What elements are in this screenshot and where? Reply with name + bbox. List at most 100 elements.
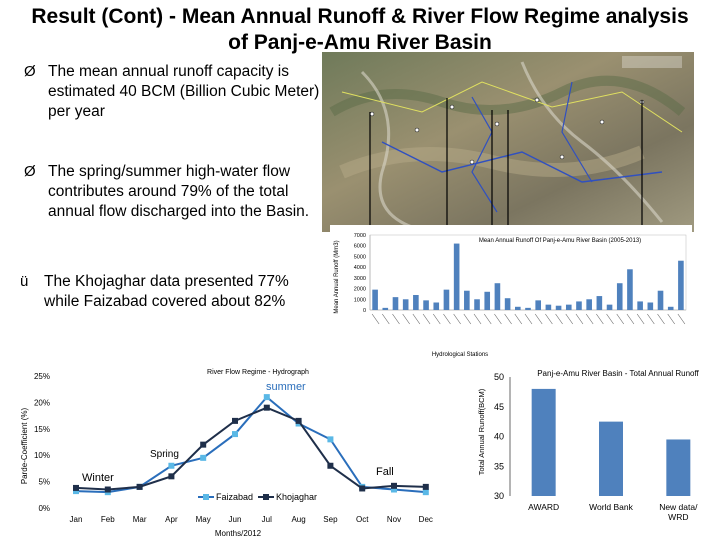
hydro-point-faizabad [327,436,334,443]
hydro-point-khojaghar [327,462,334,469]
station-label-stub [402,313,410,325]
hydro-y-tick: 15% [34,425,50,434]
station-bar [525,307,531,310]
runoff-y-tick: 45 [494,402,504,412]
total-runoff-chart: Panj-e-Amu River Basin - Total Annual Ru… [477,369,700,522]
hydro-point-khojaghar [391,482,397,489]
hydro-point-khojaghar [359,485,366,492]
runoff-bar [531,388,556,496]
station-label-stub [657,313,665,325]
station-y-tick: 5000 [354,254,366,260]
runoff-chart-ylabel: Total Annual Runoff(BCM) [477,388,486,475]
hydro-x-tick: Feb [101,515,115,524]
station-y-tick: 2000 [354,287,366,293]
station-label-stub [494,313,502,325]
bullet-text: The mean annual runoff capacity is estim… [48,63,320,120]
station-bar [586,299,592,310]
station-bar [576,301,582,310]
runoff-bar [666,439,691,496]
station-label-stub [596,313,604,325]
station-bar [545,304,552,310]
station-bar [555,305,562,310]
hydro-point-faizabad [168,462,175,469]
annotation-spring: Spring [150,449,179,460]
station-bar [433,302,440,310]
station-label-stub [483,313,492,325]
runoff-x-tick: New data/ [659,502,698,512]
annotation-fall: Fall [376,466,394,478]
hydro-point-khojaghar [232,417,238,424]
runoff-y-tick: 30 [494,491,504,501]
hydro-point-faizabad [263,394,270,401]
station-label-stub [616,313,624,325]
station-chart-title: Mean Annual Runoff Of Panj-e-Amu River B… [479,238,641,244]
hydro-point-faizabad [200,454,207,461]
station-bar [606,304,613,310]
runoff-y-tick: 40 [494,432,504,442]
hydro-x-tick: Nov [387,515,401,524]
station-label-stub [545,313,553,325]
station-bar [382,307,389,310]
hydro-x-tick: Jun [229,515,242,524]
station-bar [596,296,603,310]
station-label-stub [463,313,472,325]
bullet-runoff-capacity: Ø The mean annual runoff capacity is est… [24,62,334,122]
hydro-point-khojaghar [200,441,207,448]
hydro-line-khojaghar [75,406,426,491]
station-chart-ylabel: Mean Annual Runoff (Mm3) [334,240,340,313]
hydro-point-khojaghar [73,484,79,491]
basin-map-image [322,52,694,232]
hydro-x-tick: Aug [291,515,305,524]
hydro-x-tick: Jan [70,515,83,524]
station-bar [372,289,378,310]
hydro-chart-title: River Flow Regime - Hydrograph [207,369,309,376]
station-bar [667,306,674,310]
bullet-spring-summer: Ø The spring/summer high-water flow cont… [24,162,334,222]
station-y-tick: 0 [363,308,366,314]
hydro-point-khojaghar [422,483,429,490]
station-label-stub [412,313,421,325]
hydro-y-tick: 0% [38,504,50,513]
station-bar [504,298,511,310]
station-bar [535,300,541,310]
station-bar [474,299,480,310]
hydro-x-tick: Dec [419,515,433,524]
hydro-x-tick: Oct [356,515,369,524]
hydro-point-khojaghar [263,404,270,411]
station-label-stub [606,313,614,325]
hydro-point-faizabad [422,489,429,496]
title-line-2: of Panj-e-Amu River Basin [228,31,492,54]
station-label-stub [433,313,441,325]
station-label-stub [677,313,686,325]
station-label-stub [443,313,451,325]
runoff-y-tick: 50 [494,372,504,382]
station-bar [494,283,501,310]
station-label-stub [555,313,563,325]
hydro-x-tick: Mar [133,515,147,524]
station-bar [647,302,654,310]
hydro-point-faizabad [232,431,238,438]
station-bar [484,291,491,310]
bullet-text: The spring/summer high-water flow contri… [48,163,310,220]
hydro-y-tick: 25% [34,372,50,381]
title-line-1: Result (Cont) - Mean Annual Runoff & Riv… [31,5,689,28]
hydro-x-tick: Sep [323,515,338,524]
station-bar [657,290,664,310]
flow-regime-chart: River Flow Regime - Hydrograph Parde-Coe… [20,369,433,538]
runoff-x-tick: World Bank [589,502,634,512]
station-bar [565,304,572,310]
station-label-stub [667,313,675,325]
hydro-point-faizabad [73,488,79,495]
station-label-stub [514,313,523,325]
hydro-point-khojaghar [136,483,143,490]
hydro-chart-ylabel: Parde-Coefficient (%) [20,408,29,485]
station-runoff-chart: Mean Annual Runoff Of Panj-e-Amu River B… [330,225,692,365]
station-label-stub [636,313,645,325]
legend-faizabad: Faizabad [216,492,253,502]
station-bar [627,269,633,310]
station-bar [464,290,470,310]
station-bar [515,306,521,310]
hydro-line-faizabad [75,395,426,494]
hydro-chart-xlabel: Months/2012 [215,529,262,538]
check-bullet-icon: ü [20,273,29,290]
